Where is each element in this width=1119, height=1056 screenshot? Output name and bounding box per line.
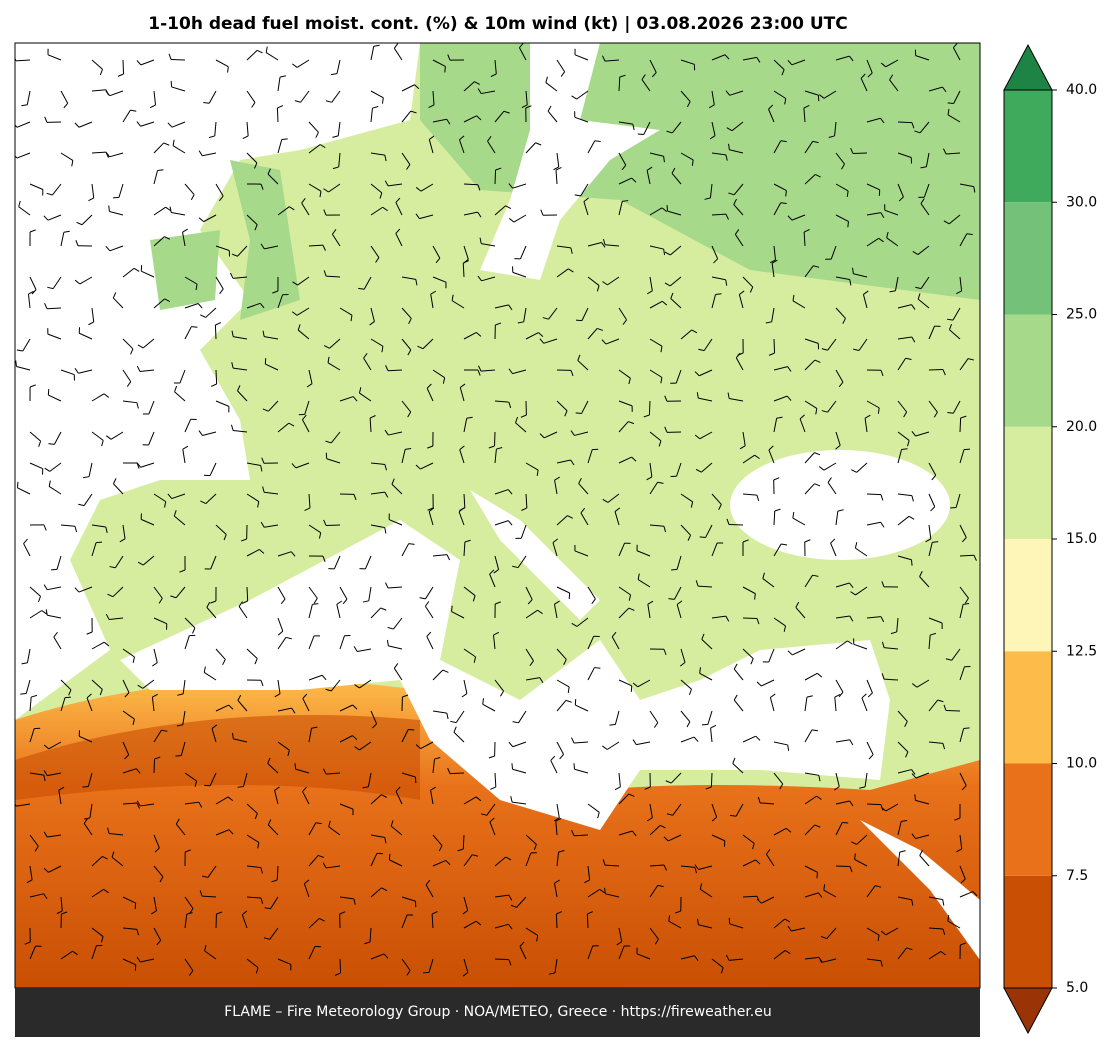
barb-flag xyxy=(700,537,706,538)
barb-shaft xyxy=(556,914,557,928)
barb-shaft xyxy=(495,959,509,960)
barb-flag xyxy=(671,569,677,570)
barb-flag xyxy=(638,134,644,135)
colorbar-segment xyxy=(1004,764,1052,876)
barb-shaft xyxy=(450,773,464,774)
barb-shaft xyxy=(216,370,217,384)
barb-flag xyxy=(609,725,615,726)
barb-shaft xyxy=(47,308,61,309)
barb-flag xyxy=(964,728,970,729)
barb-flag xyxy=(715,294,721,295)
barb-shaft xyxy=(587,914,588,928)
barb-flag xyxy=(786,191,787,197)
barb-flag xyxy=(82,787,88,788)
barb-flag xyxy=(158,170,164,171)
barb-flag xyxy=(109,206,110,212)
barb-flag xyxy=(855,853,856,859)
barb-shaft xyxy=(154,759,155,773)
colorbar-tick-label: 20.0 xyxy=(1066,419,1097,435)
colorbar-segment xyxy=(1004,202,1052,314)
barb-shaft xyxy=(215,325,216,339)
barb-flag xyxy=(445,66,446,72)
barb-flag xyxy=(17,482,18,488)
barb-shaft xyxy=(898,122,912,123)
barb-shaft xyxy=(711,773,712,787)
barb-flag xyxy=(915,794,916,800)
barb-flag xyxy=(48,444,54,445)
barb-flag xyxy=(594,668,600,669)
colorbar-over xyxy=(1004,45,1052,90)
barb-shaft xyxy=(171,59,185,60)
colorbar-segment xyxy=(1004,539,1052,651)
barb-shaft xyxy=(867,804,881,805)
barb-flag xyxy=(408,729,414,730)
barb-flag xyxy=(20,693,26,694)
colorbar: 5.0 7.5 10.0 12.5 15.0 20.0 25.0 30.0 40.0 xyxy=(1004,45,1097,1033)
colorbar-tick-label: 30.0 xyxy=(1066,194,1097,210)
barb-flag xyxy=(191,327,197,328)
barb-shaft xyxy=(649,401,650,415)
barb-shaft xyxy=(853,153,867,154)
colorbar-tick-label: 40.0 xyxy=(1066,82,1097,98)
barb-flag xyxy=(512,763,513,769)
footer-text: FLAME – Fire Meteorology Group · NOA/MET… xyxy=(224,1004,772,1020)
barb-flag xyxy=(576,413,582,414)
barb-flag xyxy=(16,361,17,367)
colorbar-segment xyxy=(1004,90,1052,202)
colorbar-under xyxy=(1004,988,1052,1033)
barb-flag xyxy=(948,103,954,104)
barb-shaft xyxy=(495,170,496,184)
colorbar-tick-label: 10.0 xyxy=(1066,756,1097,772)
barb-flag xyxy=(842,822,848,823)
barb-flag xyxy=(950,507,956,508)
colorbar-tick-label: 25.0 xyxy=(1066,307,1097,323)
colorbar-tick-label: 5.0 xyxy=(1066,980,1088,996)
map-title: 1-10h dead fuel moist. cont. (%) & 10m w… xyxy=(148,14,847,34)
barb-flag xyxy=(423,972,429,973)
barb-shaft xyxy=(960,418,961,432)
colorbar-tick-label: 7.5 xyxy=(1066,868,1088,884)
barb-flag xyxy=(902,449,908,450)
colorbar-segment xyxy=(1004,876,1052,988)
barb-flag xyxy=(282,139,288,140)
barb-flag xyxy=(452,606,453,612)
barb-flag xyxy=(817,872,818,878)
colorbar-segment xyxy=(1004,651,1052,763)
barb-shaft xyxy=(774,339,775,353)
land-ireland xyxy=(150,230,220,310)
barb-shaft xyxy=(867,494,881,495)
sea-black xyxy=(730,450,950,560)
barb-flag xyxy=(667,205,668,211)
barb-shaft xyxy=(340,959,341,973)
barb-flag xyxy=(668,599,674,600)
colorbar-segment xyxy=(1004,315,1052,427)
colorbar-tick-label: 15.0 xyxy=(1066,531,1097,547)
colorbar-tick-label: 12.5 xyxy=(1066,643,1097,659)
barb-shaft xyxy=(247,587,248,601)
barb-shaft xyxy=(277,108,278,122)
map xyxy=(13,43,980,988)
barb-flag xyxy=(295,763,296,769)
barb-flag xyxy=(175,756,181,757)
colorbar-segment xyxy=(1004,427,1052,539)
barb-shaft xyxy=(123,60,124,74)
barb-flag xyxy=(848,221,849,227)
barb-shaft xyxy=(574,835,588,836)
barb-flag xyxy=(911,560,912,566)
barb-flag xyxy=(574,763,575,769)
